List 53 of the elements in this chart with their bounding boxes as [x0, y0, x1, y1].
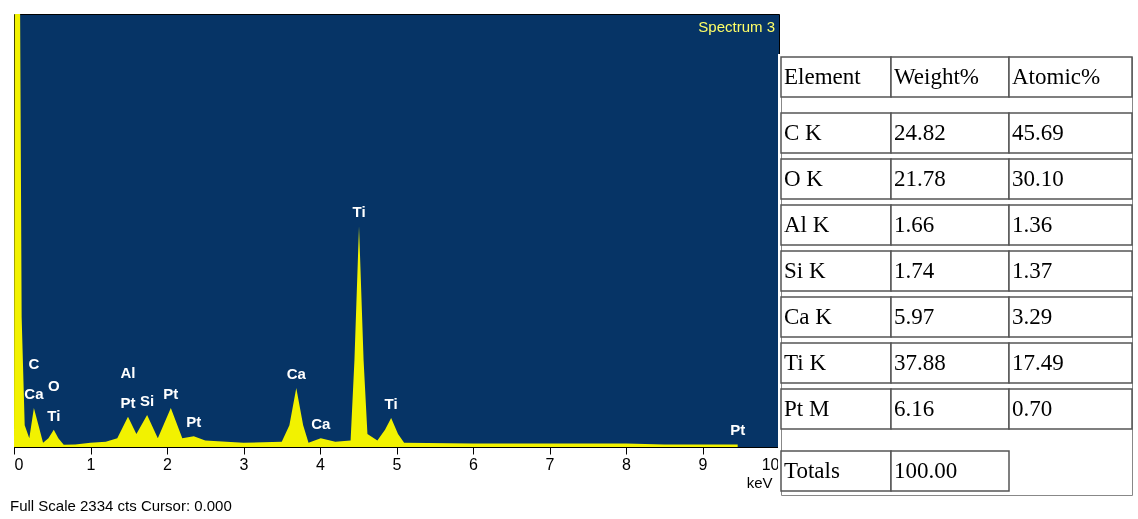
x-tick-label: 0: [14, 455, 24, 473]
annotation: Ti: [352, 203, 366, 221]
x-tick-label: 8: [622, 455, 632, 473]
category-label: Atomic%: [1012, 64, 1101, 89]
annotation: Al: [120, 363, 136, 381]
category-label: C K: [784, 120, 822, 145]
annotation: Ti: [384, 394, 398, 412]
text: Element: [784, 64, 862, 89]
text: 1.37: [1012, 258, 1053, 283]
annotation: Pt: [730, 421, 746, 439]
text: 1.66: [894, 212, 935, 237]
text: 17.49: [1012, 350, 1064, 375]
x-tick-label: 3: [239, 455, 249, 473]
text: 100.00: [894, 458, 958, 483]
category-label: Si K: [784, 258, 826, 283]
annotation: Si: [140, 391, 155, 409]
text: 45.69: [1012, 120, 1064, 145]
category-label: Pt M: [784, 396, 830, 421]
annotation: Ca: [286, 365, 307, 383]
category-label: Totals: [784, 458, 840, 483]
annotation: Ca: [24, 385, 45, 403]
annotation: Pt: [120, 393, 136, 411]
x-axis-title: keV: [746, 473, 773, 491]
category-label: Weight%: [894, 64, 980, 89]
text: 6.16: [894, 396, 935, 421]
text: 21.78: [894, 166, 946, 191]
category-label: Al K: [784, 212, 830, 237]
text: 0.70: [1012, 396, 1053, 421]
x-tick-label: 1: [86, 455, 96, 473]
annotation: O: [47, 376, 60, 394]
text: 37.88: [894, 350, 946, 375]
annotation: Pt: [163, 385, 179, 403]
text: 3.29: [1012, 304, 1053, 329]
text: 1.36: [1012, 212, 1053, 237]
annotation: C: [28, 355, 40, 373]
text: Full Scale 2334 cts Cursor: 0.000: [10, 497, 232, 514]
annotation: Ti: [47, 406, 61, 424]
x-tick-label: 9: [698, 455, 708, 473]
x-tick-label: 2: [163, 455, 173, 473]
category-label: O K: [784, 166, 823, 191]
chart-title: Spectrum 3: [698, 18, 775, 35]
category-label: Ca K: [784, 304, 832, 329]
x-tick-label: 6: [469, 455, 479, 473]
category-label: Ti K: [784, 350, 826, 375]
text: 1.74: [894, 258, 935, 283]
x-tick-label: 7: [545, 455, 555, 473]
text: 5.97: [894, 304, 935, 329]
x-tick-label: 4: [316, 455, 326, 473]
text: 24.82: [894, 120, 946, 145]
text: 30.10: [1012, 166, 1064, 191]
annotation: Pt: [186, 413, 202, 431]
annotation: Ca: [311, 415, 331, 433]
x-tick-label: 5: [392, 455, 402, 473]
